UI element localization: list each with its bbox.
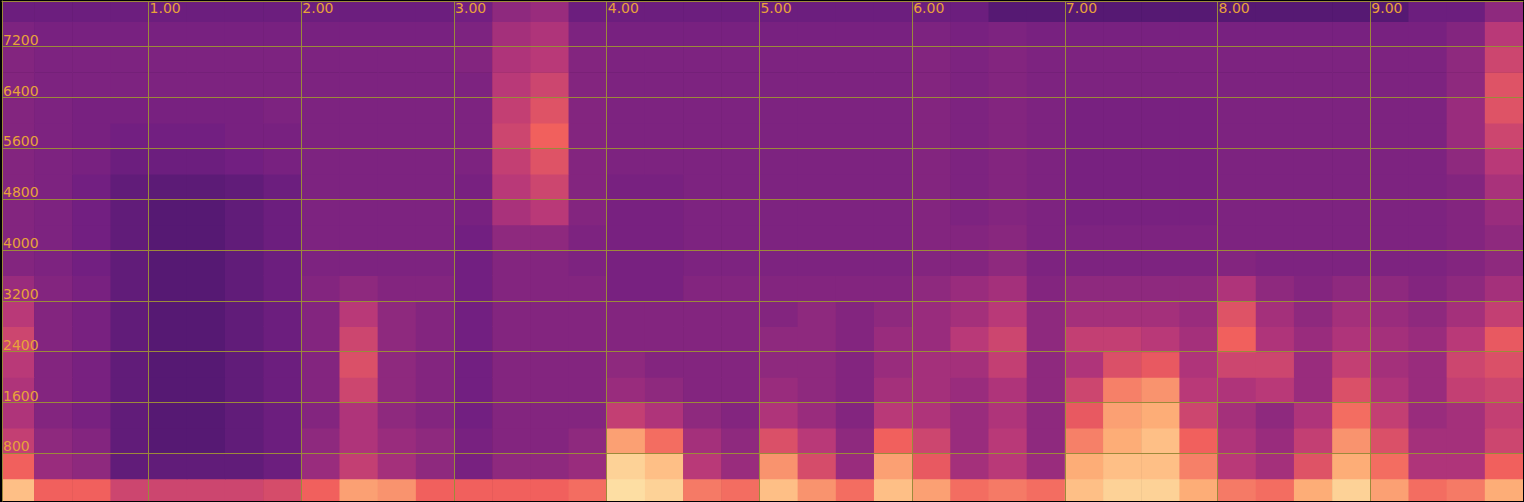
svg-text:7200: 7200 <box>3 32 39 48</box>
svg-text:6.00: 6.00 <box>913 0 944 16</box>
svg-text:1600: 1600 <box>3 388 39 404</box>
svg-text:4000: 4000 <box>3 235 39 251</box>
svg-text:2400: 2400 <box>3 337 39 353</box>
svg-text:4800: 4800 <box>3 184 39 200</box>
svg-text:7.00: 7.00 <box>1066 0 1097 16</box>
svg-text:2.00: 2.00 <box>302 0 333 16</box>
svg-text:4.00: 4.00 <box>608 0 639 16</box>
svg-text:3200: 3200 <box>3 286 39 302</box>
svg-text:1.00: 1.00 <box>150 0 181 16</box>
svg-text:9.00: 9.00 <box>1371 0 1402 16</box>
svg-text:800: 800 <box>3 438 30 454</box>
svg-text:5600: 5600 <box>3 133 39 149</box>
svg-text:8.00: 8.00 <box>1219 0 1250 16</box>
svg-text:3.00: 3.00 <box>455 0 486 16</box>
svg-text:5.00: 5.00 <box>760 0 791 16</box>
svg-text:6400: 6400 <box>3 83 39 99</box>
